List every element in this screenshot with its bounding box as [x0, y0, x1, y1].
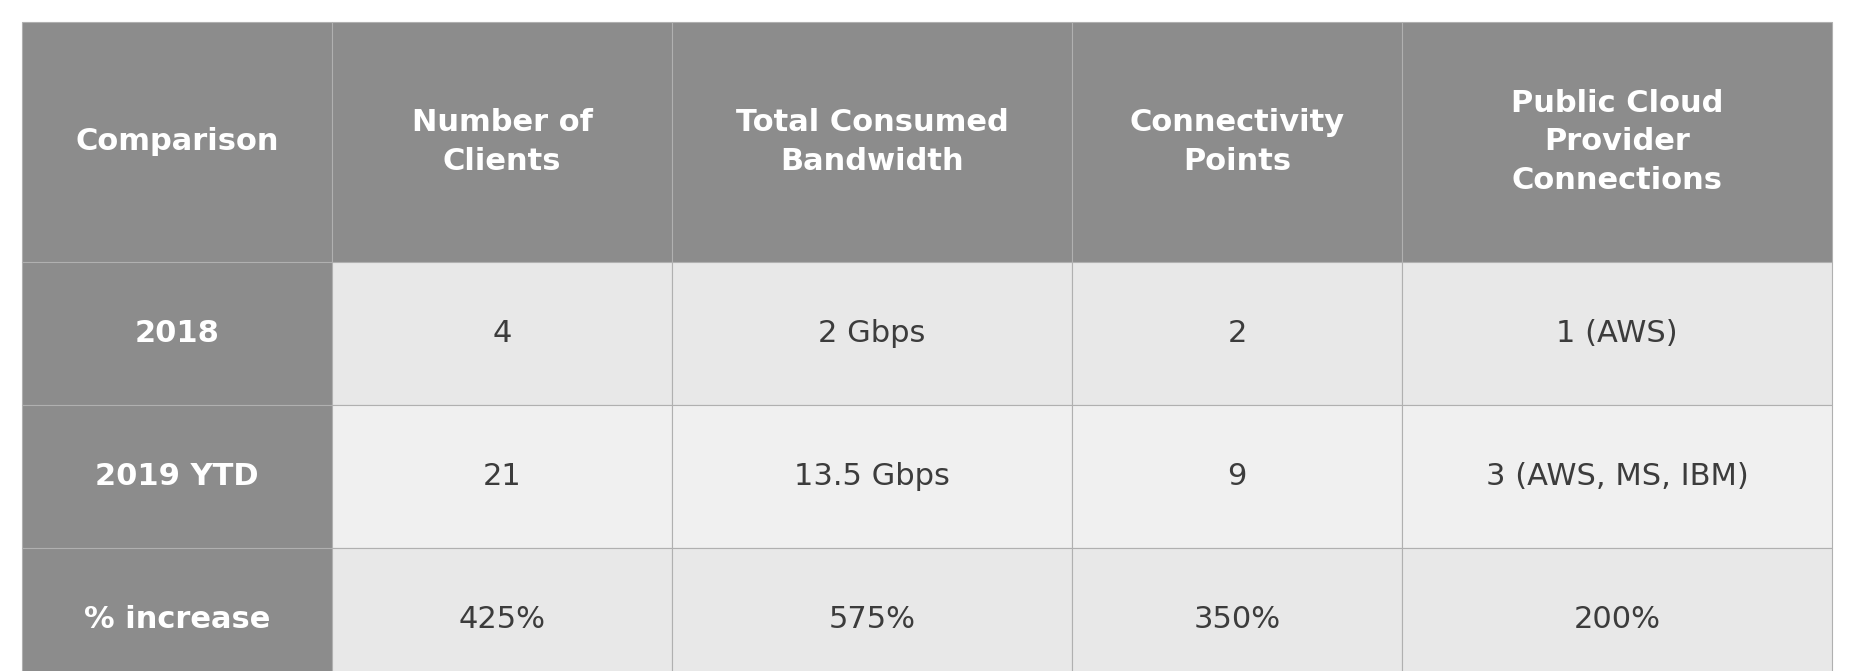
Text: 2 Gbps: 2 Gbps [819, 319, 925, 348]
Text: 1 (AWS): 1 (AWS) [1556, 319, 1678, 348]
Text: % increase: % increase [84, 605, 270, 634]
Text: 350%: 350% [1193, 605, 1281, 634]
Text: 2019 YTD: 2019 YTD [96, 462, 258, 491]
Bar [1403, 548, 1832, 671]
Text: Public Cloud
Provider
Connections: Public Cloud Provider Connections [1512, 89, 1723, 195]
Text: Number of
Clients: Number of Clients [412, 109, 592, 176]
Text: 2: 2 [1227, 319, 1247, 348]
Text: 21: 21 [483, 462, 521, 491]
Bar [672, 22, 1071, 262]
Bar [22, 548, 332, 671]
Bar [1071, 22, 1403, 262]
Bar [672, 548, 1071, 671]
Text: 2018: 2018 [135, 319, 219, 348]
Bar [332, 405, 672, 548]
Bar [672, 405, 1071, 548]
Text: Connectivity
Points: Connectivity Points [1129, 109, 1345, 176]
Bar [1403, 262, 1832, 405]
Bar [332, 22, 672, 262]
Bar [22, 405, 332, 548]
Bar [672, 262, 1071, 405]
Text: 200%: 200% [1573, 605, 1661, 634]
Bar [1403, 22, 1832, 262]
Text: 425%: 425% [459, 605, 545, 634]
Bar [22, 262, 332, 405]
Text: 9: 9 [1227, 462, 1247, 491]
Bar [332, 262, 672, 405]
Bar [332, 548, 672, 671]
Text: 13.5 Gbps: 13.5 Gbps [794, 462, 950, 491]
Bar [1071, 405, 1403, 548]
Text: 575%: 575% [828, 605, 916, 634]
Text: 3 (AWS, MS, IBM): 3 (AWS, MS, IBM) [1485, 462, 1748, 491]
Bar [1071, 548, 1403, 671]
Bar [1071, 262, 1403, 405]
Text: Total Consumed
Bandwidth: Total Consumed Bandwidth [736, 109, 1008, 176]
Bar [1403, 405, 1832, 548]
Text: 4: 4 [493, 319, 511, 348]
Bar [22, 22, 332, 262]
Text: Comparison: Comparison [75, 127, 279, 156]
